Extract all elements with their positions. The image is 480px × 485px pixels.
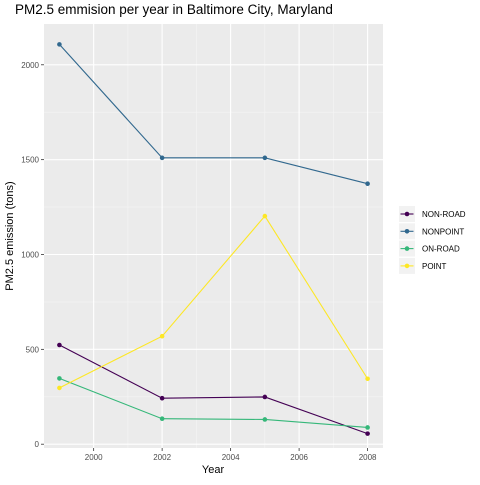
- data-point-point: [159, 333, 165, 339]
- series-point: [57, 213, 370, 391]
- x-tick-label: 2000: [85, 453, 103, 462]
- chart-title: PM2.5 emmision per year in Baltimore Cit…: [15, 2, 333, 17]
- series-nonpoint: [57, 42, 370, 186]
- y-tick-label: 500: [26, 345, 40, 354]
- legend-label: ON-ROAD: [422, 245, 460, 254]
- legend-key-point: [404, 229, 410, 234]
- data-point-point: [57, 385, 62, 391]
- data-point-non-road: [57, 342, 62, 348]
- data-point-nonpoint: [159, 155, 165, 161]
- data-point-on-road: [365, 425, 370, 430]
- x-tick-label: 2002: [153, 453, 171, 462]
- data-point-non-road: [262, 394, 268, 400]
- series-line-nonpoint: [59, 44, 368, 185]
- y-tick-label: 1500: [21, 156, 39, 165]
- series-line-non-road: [59, 344, 368, 435]
- data-point-nonpoint: [365, 181, 370, 186]
- legend-key-point: [404, 263, 410, 269]
- legend: NON-ROAD NONPOINT ON-ROAD POINT: [397, 204, 472, 274]
- data-point-on-road: [57, 376, 62, 381]
- data-point-point: [365, 376, 370, 382]
- legend-label: POINT: [422, 262, 447, 271]
- y-tick-label: 0: [35, 440, 40, 449]
- data-point-point: [262, 213, 268, 219]
- data-point-non-road: [365, 431, 370, 436]
- data-point-on-road: [262, 417, 268, 422]
- legend-key-point: [404, 246, 410, 251]
- legend-item-on-road: ON-ROAD: [399, 240, 460, 257]
- legend-item-nonpoint: NONPOINT: [399, 223, 464, 240]
- x-axis-title: Year: [202, 464, 225, 476]
- series-line-point: [59, 215, 369, 389]
- x-tick-label: 2008: [359, 453, 377, 462]
- data-point-on-road: [159, 416, 165, 422]
- series-line-on-road: [59, 377, 368, 429]
- data-point-nonpoint: [57, 42, 62, 47]
- data-point-nonpoint: [262, 155, 268, 161]
- y-axis-title: PM2.5 emission (tons): [4, 181, 16, 290]
- legend-key-point: [404, 211, 410, 217]
- legend-label: NONPOINT: [422, 227, 464, 236]
- legend-label: NON-ROAD: [422, 210, 466, 219]
- series-non-road: [57, 342, 370, 436]
- axes: 2000 2002 2004 2006 2008 0 500 1000 1500 2000: [21, 61, 377, 462]
- x-tick-label: 2004: [222, 453, 240, 462]
- x-tick-label: 2006: [290, 453, 308, 462]
- data-point-non-road: [159, 395, 165, 401]
- legend-item-non-road: NON-ROAD: [399, 206, 466, 222]
- y-tick-label: 2000: [21, 61, 39, 70]
- series-on-road: [57, 376, 370, 430]
- legend-item-point: POINT: [399, 257, 447, 274]
- series-layer: [57, 42, 370, 436]
- plot-panel: [44, 24, 383, 448]
- y-tick-label: 1000: [21, 250, 39, 259]
